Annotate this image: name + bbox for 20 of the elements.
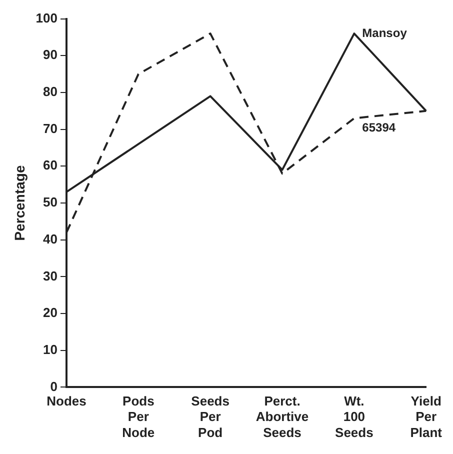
series-label: 65394: [362, 120, 396, 135]
y-tick-label: 100: [36, 10, 58, 26]
y-tick-label: 60: [43, 158, 58, 173]
x-tick-label: Nodes: [46, 394, 86, 409]
x-tick-label: Perct. Abortive Seeds: [256, 394, 309, 440]
x-tick-label: Wt. 100 Seeds: [335, 394, 374, 440]
y-tick-label: 50: [43, 194, 58, 210]
x-tick-label: Pods Per Node: [122, 394, 155, 440]
y-tick-label: 10: [43, 342, 58, 357]
series-label: Mansoy: [362, 26, 408, 40]
x-tick-label: Yield Per Plant: [410, 394, 443, 440]
y-tick-label: 40: [43, 231, 58, 246]
y-tick-label: 0: [50, 378, 58, 394]
y-tick-label: 70: [43, 120, 58, 136]
y-axis-title: Percentage: [11, 165, 28, 241]
y-tick-label: 80: [43, 84, 58, 100]
y-tick-label: 90: [43, 47, 58, 62]
x-tick-label: Seeds Per Pod: [191, 394, 230, 440]
y-tick-label: 20: [43, 305, 58, 320]
y-tick-label: 30: [43, 268, 58, 284]
